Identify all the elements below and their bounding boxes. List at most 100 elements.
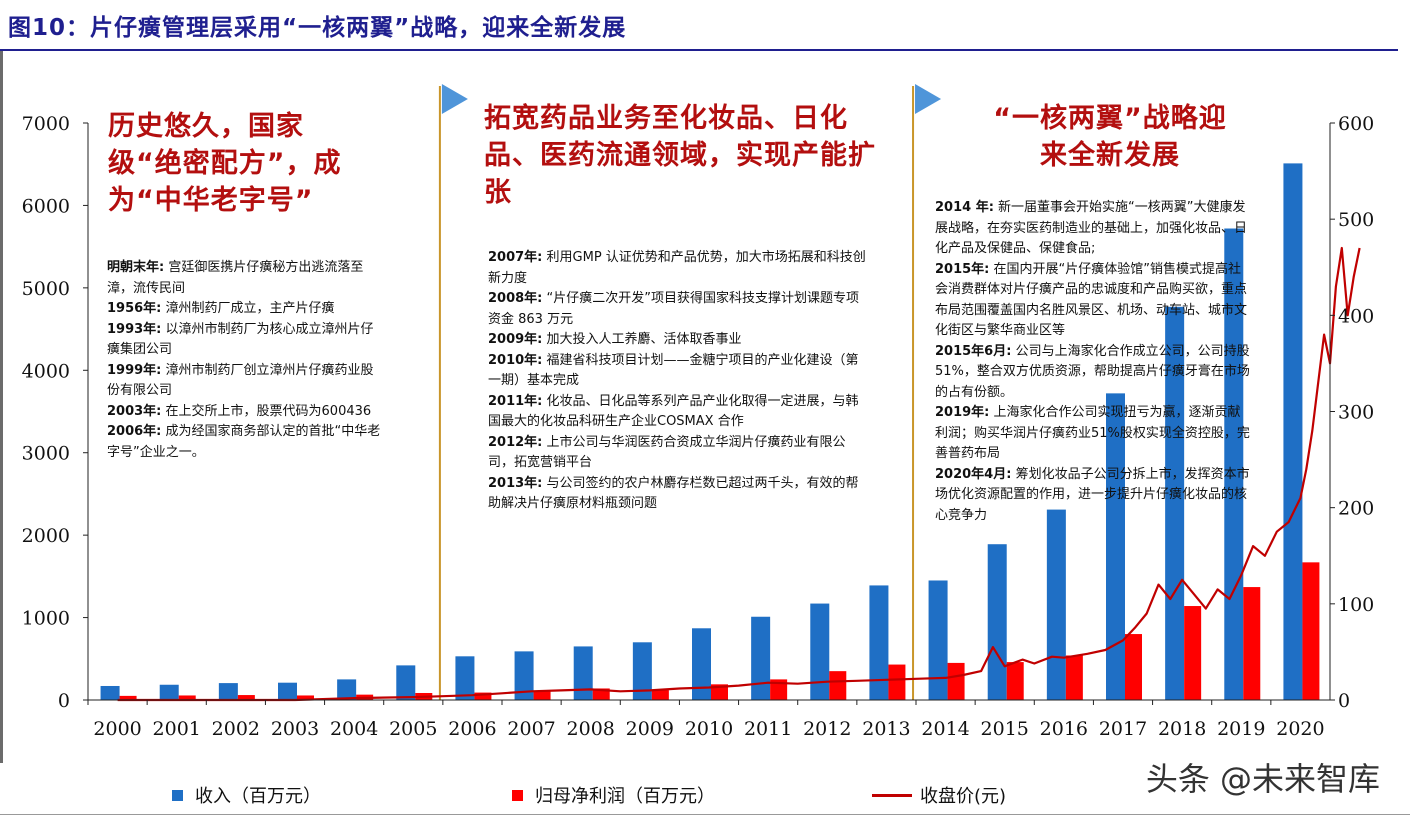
legend-price-swatch — [872, 793, 912, 797]
divider-arrow-icon — [915, 84, 942, 114]
profit-bar — [829, 671, 847, 700]
timeline-item: 2011年: 化妆品、日化品等系列产品产业化取得一定进展，与韩国最大的化妆品科研… — [488, 392, 868, 433]
timeline-item-year: 1993年: — [107, 321, 162, 337]
right-tick-label: 600 — [1338, 113, 1374, 135]
legend-revenue: 收入（百万元） — [172, 782, 321, 808]
timeline-item: 明朝末年: 宫廷御医携片仔癀秘方出逃流落至漳，流传民间 — [107, 258, 383, 299]
right-tick-label: 400 — [1338, 305, 1374, 327]
revenue-bar — [218, 683, 238, 700]
profit-bar — [1302, 562, 1320, 700]
revenue-bar — [278, 682, 297, 700]
left-tick-label: 2000 — [22, 525, 70, 547]
legend-revenue-swatch — [172, 789, 183, 801]
timeline-item-year: 2020年4月: — [935, 466, 1012, 482]
timeline-item-text: 公司与上海家化合作成立公司，公司持股51%，整合双方优质资源，帮助提高片仔癀牙膏… — [935, 343, 1250, 400]
x-tick-label: 2018 — [1158, 718, 1206, 740]
x-tick-label: 2003 — [271, 718, 319, 740]
revenue-bar — [810, 603, 830, 700]
left-stripe — [0, 51, 3, 763]
right-tick-label: 100 — [1338, 594, 1374, 616]
revenue-bar — [632, 642, 652, 700]
timeline-item-year: 2014 年: — [935, 200, 994, 215]
revenue-bar — [1165, 306, 1185, 700]
axes: 0 1000 2000 3000 4000 5000 6000 7000 0 100 200 300 4… — [22, 113, 1375, 740]
x-tick-label: 2015 — [981, 718, 1029, 740]
x-tick-label: 2008 — [567, 718, 615, 740]
profit-bar — [237, 695, 255, 700]
revenue-bar — [573, 646, 593, 700]
left-tick-label: 3000 — [22, 443, 70, 465]
timeline-item-year: 2019年: — [935, 405, 990, 420]
period-2-heading: 拓宽药品业务至化妆品、日化品、医药流通领域，实现产能扩张 — [484, 103, 876, 208]
profit-bar — [533, 690, 551, 700]
timeline-item-year: 2012年: — [488, 434, 543, 450]
x-tick-label: 2006 — [448, 718, 496, 740]
x-tick-label: 2019 — [1217, 718, 1265, 740]
x-tick-label: 2011 — [744, 718, 792, 740]
profit-bar — [770, 679, 788, 700]
right-tick-label: 200 — [1338, 498, 1374, 520]
timeline-item-text: 漳州制药厂成立，主产片仔癀 — [161, 301, 335, 316]
timeline-item: 1993年: 以漳州市制药厂为核心成立漳州片仔癀集团公司 — [107, 320, 383, 361]
left-tick-label: 1000 — [22, 608, 70, 630]
period-1-heading: 历史悠久，国家级“绝密配方”，成为“中华老字号” — [108, 111, 342, 216]
timeline-item: 1956年: 漳州制药厂成立，主产片仔癀 — [107, 299, 383, 320]
timeline-item: 2015年6月: 公司与上海家化合作成立公司，公司持股51%，整合双方优质资源，… — [935, 342, 1253, 404]
revenue-bar — [455, 656, 475, 700]
profit-bar — [1243, 587, 1261, 700]
revenue-bar — [1283, 163, 1303, 700]
x-tick-label: 2010 — [685, 718, 733, 740]
timeline-item-text: 上市公司与华润医药合资成立华润片仔癀药业有限公司，拓宽营销平台 — [488, 434, 846, 471]
timeline-item: 2013年: 与公司签约的农户林麝存栏数已超过两千头，有效的帮助解决片仔癀原材料… — [488, 474, 868, 515]
bottom-rule — [0, 814, 1410, 815]
timeline-item: 2020年4月: 筹划化妆品子公司分拆上市，发挥资本市场优化资源配置的作用，进一… — [935, 465, 1253, 527]
timeline-item-text: 漳州市制药厂创立漳州片仔癀药业股份有限公司 — [107, 362, 374, 399]
left-tick-label: 4000 — [22, 360, 70, 382]
timeline-item-year: 2008年: — [488, 291, 543, 306]
timeline-item-text: 以漳州市制药厂为核心成立漳州片仔癀集团公司 — [107, 321, 374, 358]
legend-profit-label: 归母净利润（百万元） — [535, 786, 715, 807]
timeline-item: 2012年: 上市公司与华润医药合资成立华润片仔癀药业有限公司，拓宽营销平台 — [488, 433, 868, 474]
timeline-item-text: “片仔癀二次开发”项目获得国家科技支撑计划课题专项资金 863 万元 — [488, 291, 859, 327]
x-tick-label: 2017 — [1099, 718, 1147, 740]
x-tick-label: 2013 — [862, 718, 910, 740]
revenue-bar — [751, 616, 771, 700]
timeline-item-year: 1999年: — [107, 362, 162, 378]
profit-bar — [474, 692, 492, 700]
revenue-bar — [1046, 509, 1066, 700]
period-1-notes: 明朝末年: 宫廷御医携片仔癀秘方出逃流落至漳，流传民间 1956年: 漳州制药厂成… — [107, 258, 383, 463]
title-rule — [0, 49, 1398, 51]
right-tick-label: 0 — [1338, 690, 1350, 712]
profit-bar — [178, 695, 196, 700]
profit-bar — [119, 695, 137, 700]
timeline-item-text: 新一届董事会开始实施“一核两翼”大健康发展战略，在夯实医药制造业的基础上，加强化… — [935, 200, 1248, 256]
profit-bar — [711, 684, 728, 700]
profit-bar — [947, 662, 965, 700]
timeline-item-text: 福建省科技项目计划——金糖宁项目的产业化建设（第一期）基本完成 — [488, 352, 859, 389]
profit-bar — [297, 695, 314, 700]
timeline-item-year: 2003年: — [107, 403, 162, 419]
period-3-notes: 2014 年: 新一届董事会开始实施“一核两翼”大健康发展战略，在夯实医药制造业… — [935, 198, 1253, 526]
profit-bar — [1006, 662, 1024, 700]
timeline-item-text: 上海家化合作公司实现扭亏为赢，逐渐贡献利润；购买华润片仔癀药业51%股权实现全资… — [935, 405, 1250, 461]
timeline-item: 2015年: 在国内开展“片仔癀体验馆”销售模式提高社会消费群体对片仔癀产品的忠… — [935, 260, 1253, 342]
legend-profit: 归母净利润（百万元） — [512, 782, 715, 808]
x-tick-label: 2001 — [153, 718, 201, 740]
timeline-item: 2006年: 成为经国家商务部认定的首批“中华老字号”企业之一。 — [107, 422, 383, 463]
left-tick-label: 0 — [58, 690, 70, 712]
left-tick-label: 6000 — [22, 195, 70, 217]
legend-price-label: 收盘价(元) — [920, 786, 1007, 807]
timeline-item: 2014 年: 新一届董事会开始实施“一核两翼”大健康发展战略，在夯实医药制造业… — [935, 198, 1253, 260]
x-tick-label: 2009 — [626, 718, 674, 740]
timeline-item-year: 2010年: — [488, 352, 543, 368]
revenue-bar — [869, 585, 889, 700]
timeline-item-text: 筹划化妆品子公司分拆上市，发挥资本市场优化资源配置的作用，进一步提升片仔癀化妆品… — [935, 466, 1250, 523]
period-2-notes: 2007年: 利用GMP 认证优势和产品优势，加大市场拓展和科技创新力度 2008… — [488, 248, 868, 515]
legend-profit-swatch — [512, 789, 523, 801]
revenue-bar — [337, 679, 357, 700]
revenue-bar — [396, 665, 416, 700]
profit-bar — [888, 664, 906, 700]
timeline-item: 2019年: 上海家化合作公司实现扭亏为赢，逐渐贡献利润；购买华润片仔癀药业51… — [935, 403, 1253, 465]
figure-title: 图10：片仔癀管理层采用“一核两翼”战略，迎来全新发展 — [8, 15, 627, 41]
timeline-item-text: 与公司签约的农户林麝存栏数已超过两千头，有效的帮助解决片仔癀原材料瓶颈问题 — [488, 475, 859, 512]
